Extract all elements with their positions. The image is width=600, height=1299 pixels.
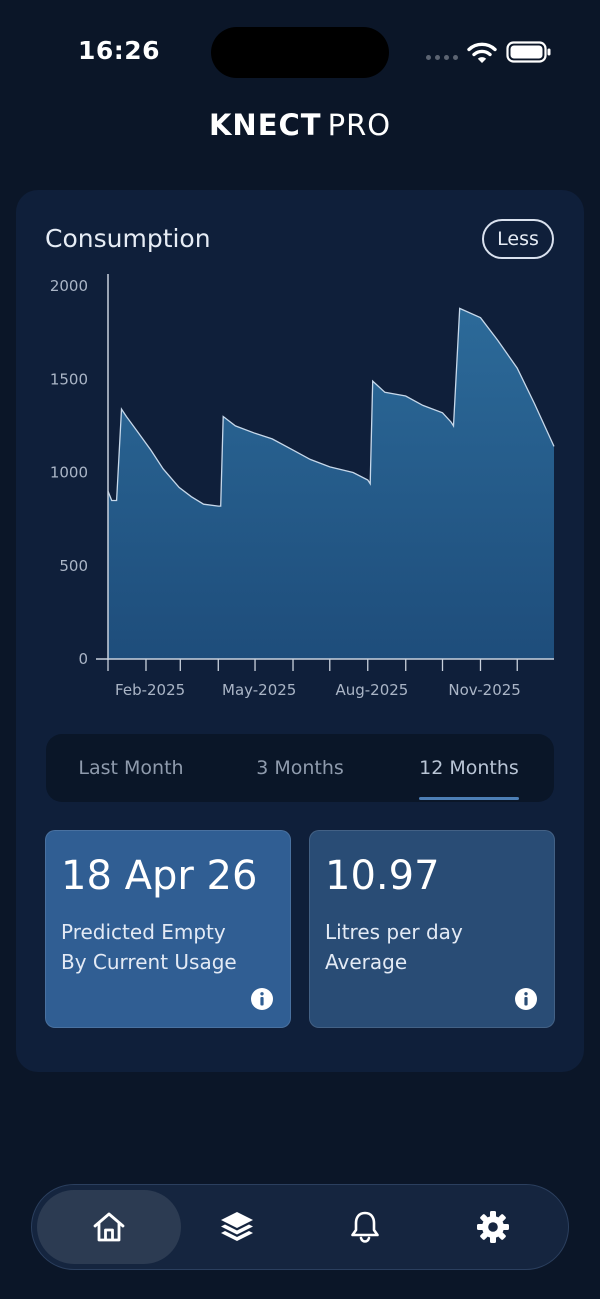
y-tick-label: 1000 (50, 464, 88, 482)
litres-per-day-value: 10.97 (325, 853, 440, 899)
bell-icon (351, 1211, 379, 1243)
info-icon[interactable] (250, 987, 274, 1011)
y-tick-label: 500 (59, 557, 88, 575)
gear-icon (477, 1211, 509, 1243)
tab-12-months[interactable]: 12 Months (419, 757, 519, 779)
x-tick-label: Aug-2025 (335, 681, 408, 699)
predicted-empty-label-line2: By Current Usage (61, 950, 237, 974)
predicted-empty-tile: 18 Apr 26 Predicted Empty By Current Usa… (45, 830, 291, 1028)
logo-pro: PRO (327, 108, 392, 142)
status-bar: 16:26 (0, 0, 600, 100)
x-tick-label: Feb-2025 (115, 681, 185, 699)
predicted-empty-label: Predicted Empty By Current Usage (61, 917, 237, 977)
litres-per-day-label-line2: Average (325, 950, 408, 974)
litres-per-day-label-line1: Litres per day (325, 920, 463, 944)
app-logo: KNECT PRO (0, 108, 600, 142)
y-tick-label: 2000 (50, 277, 88, 295)
active-tab-indicator (419, 797, 519, 800)
litres-per-day-label: Litres per day Average (325, 917, 463, 977)
tab-3-months[interactable]: 3 Months (256, 757, 344, 779)
info-icon[interactable] (514, 987, 538, 1011)
consumption-area (108, 308, 554, 659)
consumption-chart: 0 500 1000 1500 2000 Feb-2025 May-2025 Aug-202… (50, 274, 555, 699)
tab-last-month[interactable]: Last Month (78, 757, 184, 779)
consumption-line (107, 307, 555, 507)
litres-per-day-tile: 10.97 Litres per day Average (309, 830, 555, 1028)
logo-knect: KNECT (208, 108, 322, 142)
cellular-signal-icon (426, 55, 458, 60)
x-tick-label: May-2025 (222, 681, 296, 699)
bottom-nav (31, 1184, 569, 1270)
range-selector: Last Month 3 Months 12 Months (46, 734, 554, 802)
wifi-icon (467, 42, 497, 63)
predicted-empty-label-line1: Predicted Empty (61, 920, 226, 944)
consumption-card: Consumption Less 0 500 1000 1500 2000 Feb-20… (16, 190, 584, 1072)
dynamic-island (211, 27, 389, 78)
nav-settings[interactable] (421, 1190, 565, 1264)
layers-icon (221, 1212, 253, 1241)
predicted-empty-date: 18 Apr 26 (61, 853, 258, 899)
home-icon (93, 1212, 125, 1242)
y-tick-label: 0 (78, 650, 88, 668)
consumption-title: Consumption (45, 224, 211, 253)
x-tick-label: Nov-2025 (448, 681, 520, 699)
y-tick-label: 1500 (50, 370, 88, 388)
nav-layers[interactable] (165, 1190, 309, 1264)
battery-icon (506, 41, 551, 63)
nav-notifications[interactable] (293, 1190, 437, 1264)
status-time: 16:26 (78, 36, 161, 65)
less-button[interactable]: Less (482, 219, 554, 259)
nav-home[interactable] (37, 1190, 181, 1264)
